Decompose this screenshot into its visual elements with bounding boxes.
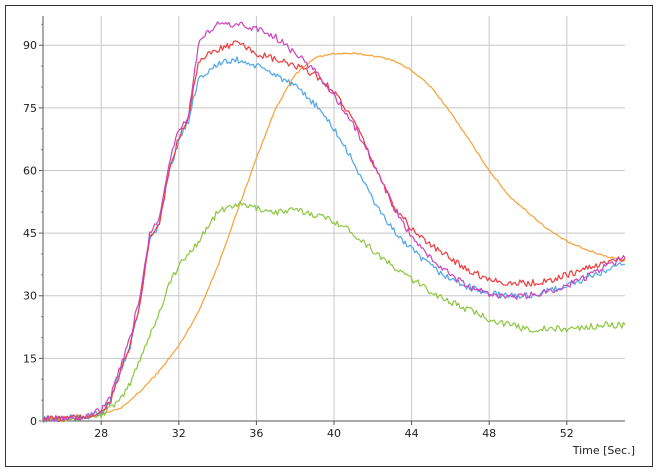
x-tick-label: 40 (327, 427, 341, 440)
x-tick-label: 52 (560, 427, 574, 440)
y-tick-label: 60 (23, 164, 37, 177)
y-tick-label: 30 (23, 290, 37, 303)
series-line-1 (42, 52, 626, 421)
y-tick-label: 45 (23, 227, 37, 240)
x-tick-label: 44 (405, 427, 419, 440)
x-tick-labels: 28 32 36 40 44 48 52 (94, 427, 574, 440)
y-tick-label: 0 (30, 415, 37, 428)
x-tick-label: 28 (94, 427, 108, 440)
x-tick-label: 32 (172, 427, 186, 440)
x-tick-label: 48 (482, 427, 496, 440)
y-tick-label: 90 (23, 39, 37, 52)
axes (39, 16, 625, 425)
series-line-2 (42, 200, 626, 423)
series-line-4 (42, 40, 626, 423)
line-chart: 0 15 30 45 60 75 90 28 32 36 40 44 48 52 Time [Sec.] (23, 16, 635, 457)
y-tick-label: 75 (23, 102, 37, 115)
series-line-5 (42, 21, 626, 423)
series-group (42, 21, 626, 423)
x-axis-label: Time [Sec.] (572, 444, 635, 457)
x-tick-label: 36 (249, 427, 263, 440)
chart-frame: 0 15 30 45 60 75 90 28 32 36 40 44 48 52 Time [Sec.] (5, 5, 653, 467)
grid (43, 16, 625, 421)
y-tick-labels: 0 15 30 45 60 75 90 (23, 39, 37, 428)
y-tick-label: 15 (23, 352, 37, 365)
